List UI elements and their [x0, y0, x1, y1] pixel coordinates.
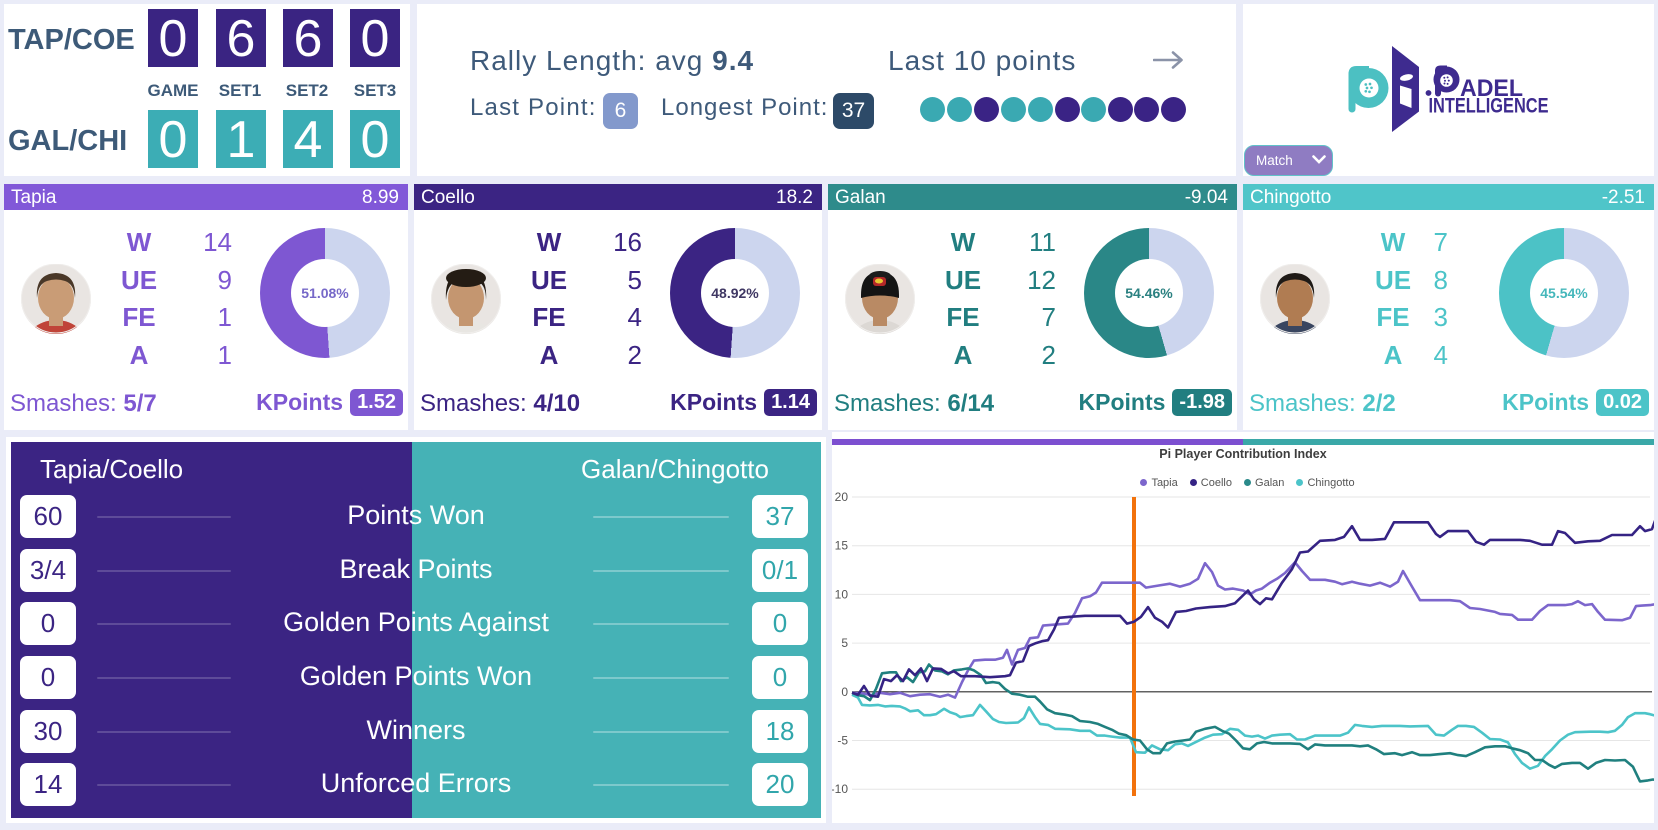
svg-text:5: 5: [841, 636, 848, 650]
svg-text:10: 10: [835, 587, 849, 601]
svg-text:15: 15: [835, 539, 849, 553]
svg-text:-10: -10: [832, 782, 848, 796]
svg-text:ADEL: ADEL: [1460, 75, 1523, 102]
svg-text:20: 20: [835, 490, 849, 504]
svg-text:0: 0: [841, 685, 848, 699]
svg-text:INTELLIGENCE: INTELLIGENCE: [1429, 95, 1549, 118]
svg-text:-5: -5: [837, 734, 848, 748]
